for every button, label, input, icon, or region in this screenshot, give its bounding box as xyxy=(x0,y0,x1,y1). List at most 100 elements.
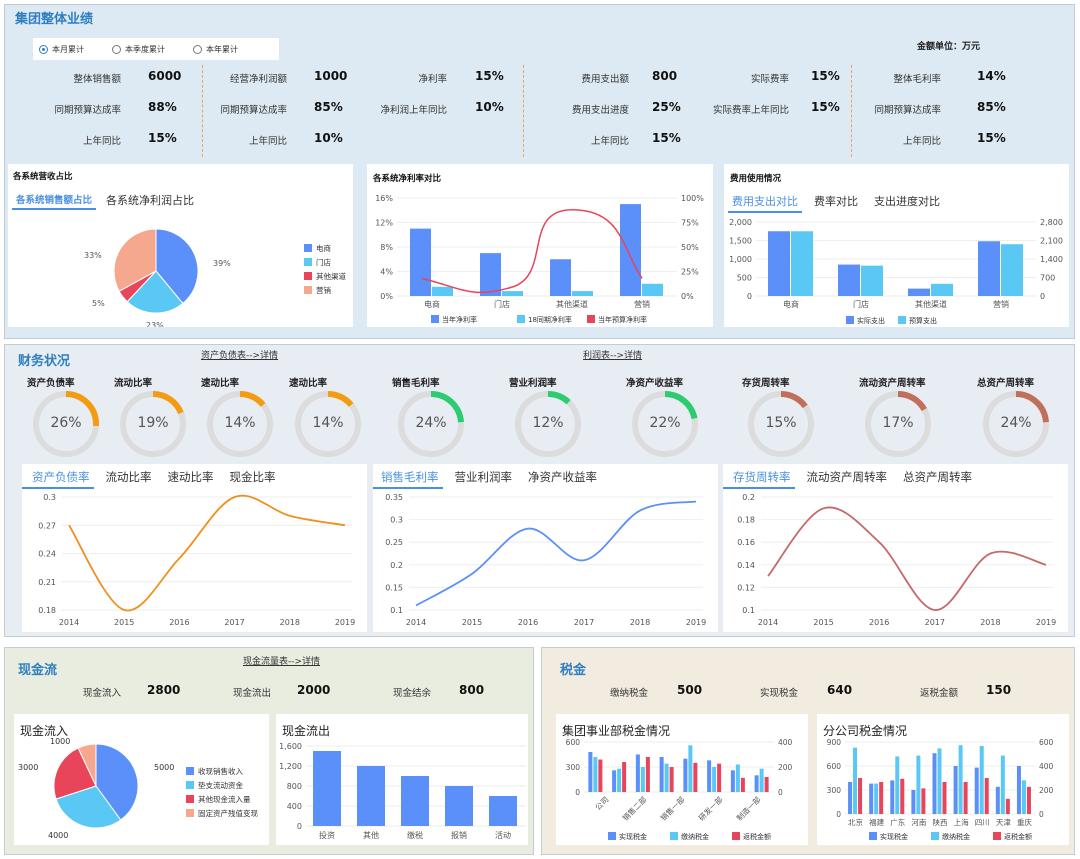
x-tick: 广东 xyxy=(890,817,905,827)
bar xyxy=(622,762,627,792)
kpi-value: 85% xyxy=(314,100,343,114)
radio-dot[interactable] xyxy=(39,44,48,54)
kpi-value: 15% xyxy=(977,131,1006,145)
bar xyxy=(612,770,617,792)
bar xyxy=(1000,755,1005,814)
x-tick: 上海 xyxy=(954,817,970,827)
bar xyxy=(895,756,900,814)
gauge-value: 17% xyxy=(882,415,914,431)
gauge-value: 12% xyxy=(532,415,564,431)
x-tick: 营销 xyxy=(634,299,650,309)
radio-dot[interactable] xyxy=(112,44,121,54)
tax-section: 税金 缴纳税金 500 实现税金 640 返税金额 150 集团事业部税金情况 … xyxy=(541,647,1075,855)
tab-current-asset-turnover[interactable]: 流动资产周转率 xyxy=(806,470,888,484)
y-tick: 4% xyxy=(380,268,393,277)
gauge-fill xyxy=(983,391,1049,457)
radio-dot[interactable] xyxy=(193,44,202,54)
legend-label: 其他现金流入量 xyxy=(198,794,251,804)
tab-rate-compare[interactable]: 费率对比 xyxy=(814,195,858,208)
x-tick: 2016 xyxy=(169,618,189,627)
kpi-value: 88% xyxy=(148,100,177,114)
bar xyxy=(974,767,979,814)
y-tick: 1,600 xyxy=(279,742,302,751)
bar xyxy=(768,231,790,296)
legend-label: 收现销售收入 xyxy=(198,766,243,776)
gauge-fill xyxy=(207,391,273,457)
y-tick: 0% xyxy=(380,292,393,301)
kpi-value: 10% xyxy=(475,100,504,114)
tab-quick-ratio[interactable]: 速动比率 xyxy=(167,470,214,484)
tab-progress-compare[interactable]: 支出进度对比 xyxy=(874,195,940,208)
tax-label: 返税金额 xyxy=(919,688,958,699)
balance-sheet-link[interactable]: 资产负债表-->详情 xyxy=(201,351,279,361)
margin-line-card: 销售毛利率 营业利润率 净资产收益率 0.1 0.15 0.2 0.25 0.3 0.35… xyxy=(373,464,718,632)
series-line xyxy=(421,209,643,294)
x-tick: 投资 xyxy=(319,830,335,840)
tab-sales-share[interactable]: 各系统销售额占比 xyxy=(12,192,97,210)
kpi-value: 15% xyxy=(475,69,504,83)
bar xyxy=(593,757,598,792)
legend-label: 其他渠道 xyxy=(316,271,346,281)
tab-operating-margin[interactable]: 营业利润率 xyxy=(454,470,513,484)
gauge-value: 24% xyxy=(1000,415,1032,431)
y2-tick: 2,800 xyxy=(1040,218,1063,227)
outflow-bar-chart: 0 400 800 1,200 1,600 投资 其他 缴税 报销 活动 xyxy=(279,742,526,840)
x-tick: 2014 xyxy=(758,618,778,627)
tab-inventory-turnover[interactable]: 存货周转率 xyxy=(723,469,795,489)
bar xyxy=(707,760,712,792)
y-tick: 0.18 xyxy=(737,516,755,525)
y-tick: 1,200 xyxy=(279,762,302,771)
income-statement-link[interactable]: 利润表-->详情 xyxy=(583,351,643,361)
x-tick: 门店 xyxy=(494,299,510,309)
expense-card: 费用使用情况 费用支出对比 费率对比 支出进度对比 0 500 1,000 1,500… xyxy=(724,164,1069,327)
bar xyxy=(735,764,740,792)
y2-tick: 200 xyxy=(778,763,793,772)
tab-roe[interactable]: 净资产收益率 xyxy=(528,470,597,484)
tax-value: 150 xyxy=(986,683,1012,697)
legend-swatch xyxy=(304,258,312,266)
legend-swatch xyxy=(186,809,194,817)
y2-tick: 0% xyxy=(681,292,694,301)
bar xyxy=(963,782,968,814)
x-tick: 销售一部 xyxy=(658,794,687,823)
gauge-ring xyxy=(515,391,581,457)
tab-profit-share[interactable]: 各系统净利润占比 xyxy=(106,194,195,207)
kpi-value: 15% xyxy=(652,131,681,145)
bar xyxy=(683,758,688,792)
y-tick: 0.2 xyxy=(390,561,403,570)
x-tick: 报销 xyxy=(451,830,467,840)
gauge-value: 14% xyxy=(224,415,256,431)
radio-year[interactable]: 本年累计 xyxy=(193,44,238,55)
radio-month[interactable]: 本月累计 xyxy=(39,44,84,55)
gauge-fill xyxy=(120,391,186,457)
y-tick: 0.16 xyxy=(737,538,755,547)
tab-total-asset-turnover[interactable]: 总资产周转率 xyxy=(903,470,972,484)
tab-current-ratio[interactable]: 流动比率 xyxy=(105,470,152,484)
tab-debt-ratio[interactable]: 资产负债率 xyxy=(22,469,94,489)
y2-tick: 25% xyxy=(681,268,699,277)
bar xyxy=(879,782,884,814)
tab-expense-compare[interactable]: 费用支出对比 xyxy=(728,193,802,213)
tab-gross-margin[interactable]: 销售毛利率 xyxy=(373,469,443,489)
x-tick: 重庆 xyxy=(1017,817,1032,827)
divider xyxy=(851,65,852,157)
x-tick: 2014 xyxy=(59,618,79,627)
data-label: 23% xyxy=(146,321,164,327)
x-tick: 其他 xyxy=(363,830,379,840)
turnover-tabs: 存货周转率 流动资产周转率 总资产周转率 xyxy=(723,469,990,489)
legend-swatch xyxy=(186,781,194,789)
gauge-fill xyxy=(632,391,698,457)
gauge-fill xyxy=(865,391,931,457)
bar xyxy=(642,283,663,296)
gauge-label: 资产负债率 xyxy=(27,378,75,389)
kpi-label: 上年同比 xyxy=(590,136,629,147)
kpi-label: 同期预算达成率 xyxy=(874,105,941,116)
y-tick: 16% xyxy=(375,194,393,203)
kpi-label: 实际费率上年同比 xyxy=(712,105,789,116)
y2-tick: 700 xyxy=(1040,274,1055,283)
cashflow-link[interactable]: 现金流量表-->详情 xyxy=(243,657,321,667)
bar xyxy=(717,763,722,792)
tab-cash-ratio[interactable]: 现金比率 xyxy=(229,470,276,484)
y-tick: 0.14 xyxy=(737,561,755,570)
radio-quarter[interactable]: 本季度累计 xyxy=(112,44,165,55)
